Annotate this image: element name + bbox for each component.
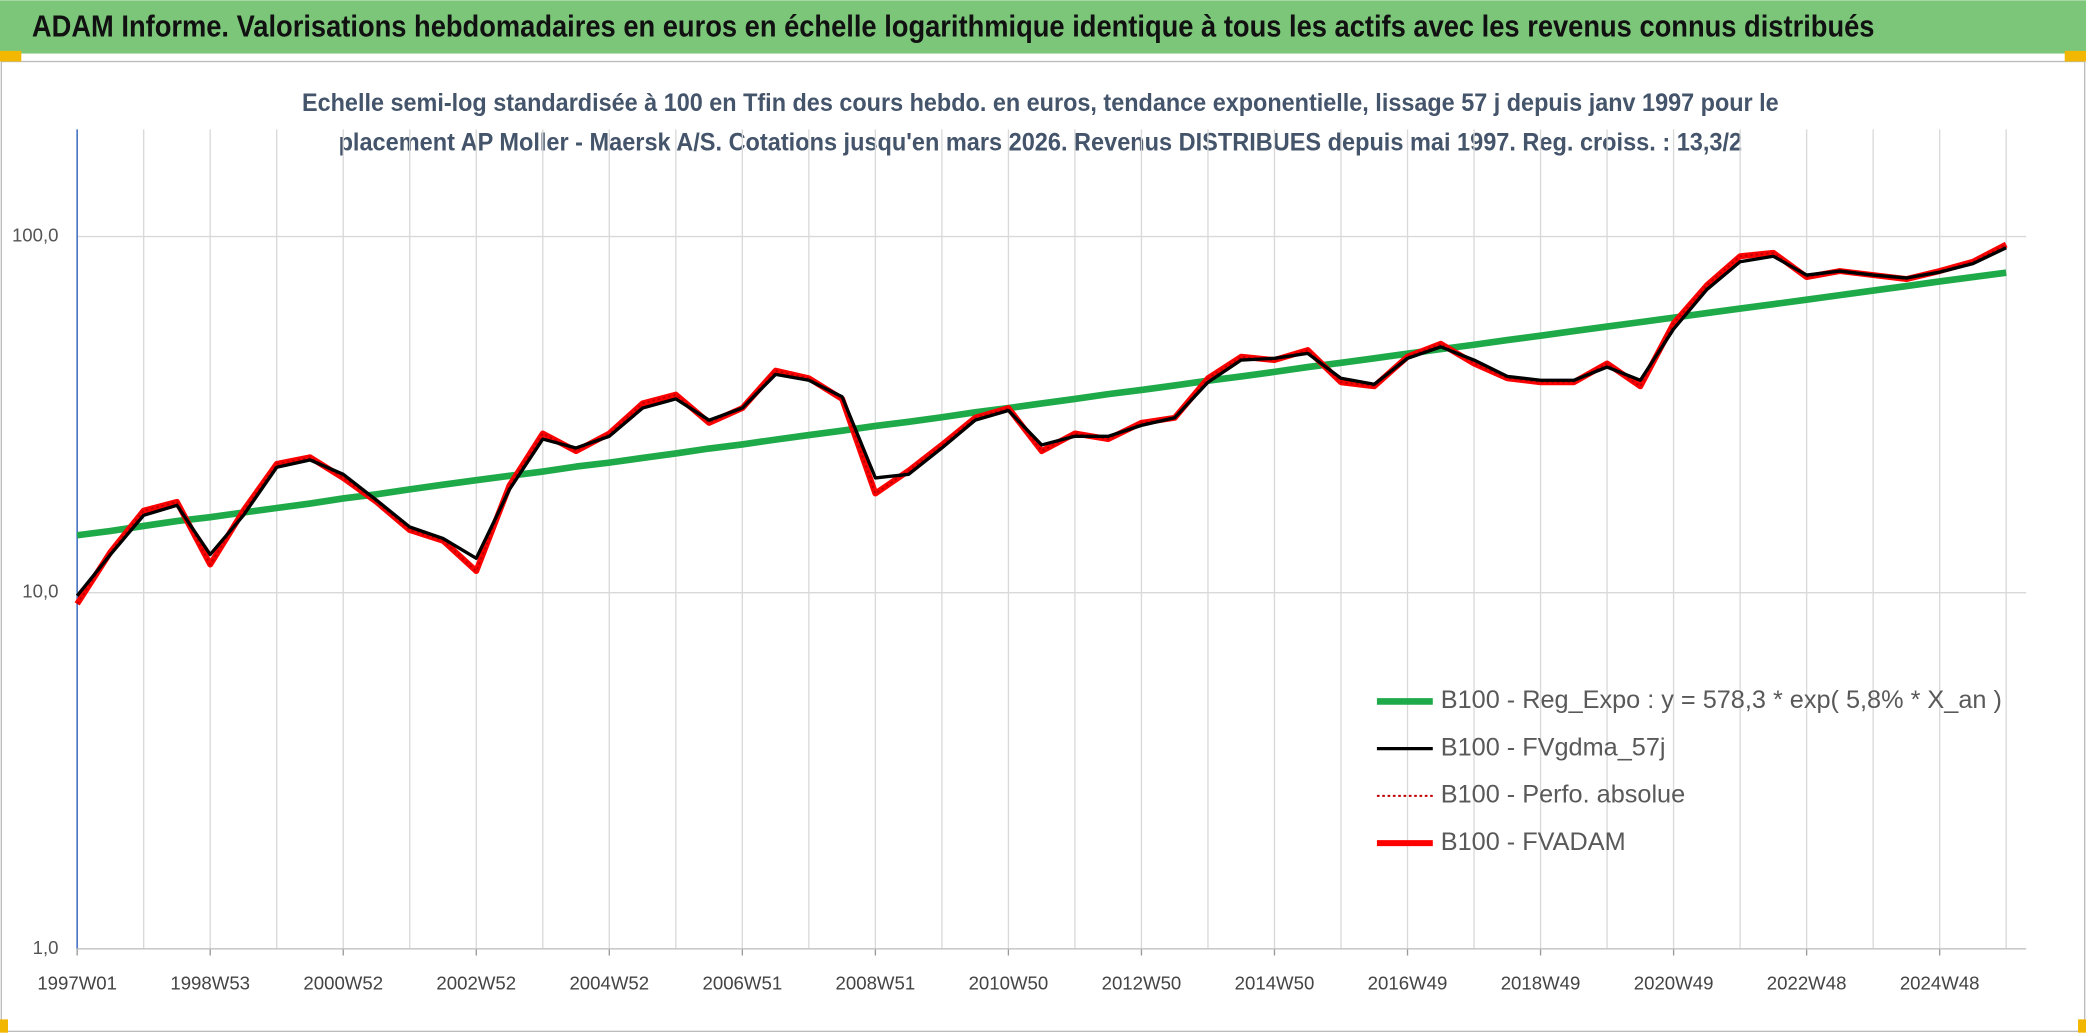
chart-subtitle: placement AP Moller - Maersk A/S. Cotati…: [339, 129, 1743, 157]
corner-mark: [2078, 1019, 2086, 1033]
grid: 1,0 10,0 100,0 1997W01 1998W53 2000W52 2002W52…: [12, 129, 2027, 994]
x-tick-label: 2010W50: [969, 973, 1049, 994]
legend-label: B100 - FVADAM: [1441, 828, 1626, 856]
corner-mark: [0, 50, 22, 62]
y-tick-label: 100,0: [12, 224, 59, 245]
chart-subtitle: Echelle semi-log standardisée à 100 en T…: [302, 89, 1779, 117]
legend: B100 - Reg_Expo : y = 578,3 * exp( 5,8% …: [1376, 686, 2002, 856]
corner-mark: [0, 1019, 8, 1033]
x-tick-label: 2016W49: [1368, 973, 1448, 994]
y-tick-label: 10,0: [22, 581, 58, 602]
x-tick-label: 2014W50: [1235, 973, 1315, 994]
x-tick-label: 2018W49: [1501, 973, 1581, 994]
frame: [0, 60, 2086, 1033]
plot: [74, 241, 2008, 606]
y-tick-label: 1,0: [33, 937, 59, 958]
x-tick-label: 2020W49: [1634, 973, 1714, 994]
x-tick-label: 2006W51: [703, 973, 783, 994]
x-tick-label: 2012W50: [1102, 973, 1182, 994]
series-line: [75, 246, 2007, 597]
x-tick-label: 2022W48: [1767, 973, 1847, 994]
title-band: [0, 0, 2086, 54]
series-line: [76, 243, 2007, 605]
x-tick-label: 2000W52: [303, 973, 383, 994]
x-tick-label: 2004W52: [569, 973, 649, 994]
x-tick-label: 2008W51: [836, 973, 916, 994]
x-tick-label: 2024W48: [1900, 973, 1980, 994]
x-tick-label: 1997W01: [37, 973, 117, 994]
legend-label: B100 - Perfo. absolue: [1441, 781, 1685, 809]
x-tick-label: 2002W52: [436, 973, 516, 994]
corner-mark: [2064, 50, 2086, 62]
legend-label: B100 - FVgdma_57j: [1441, 733, 1666, 761]
chart-title: ADAM Informe. Valorisations hebdomadaire…: [32, 9, 1875, 43]
x-tick-label: 1998W53: [170, 973, 250, 994]
legend-label: B100 - Reg_Expo : y = 578,3 * exp( 5,8% …: [1441, 686, 2002, 714]
